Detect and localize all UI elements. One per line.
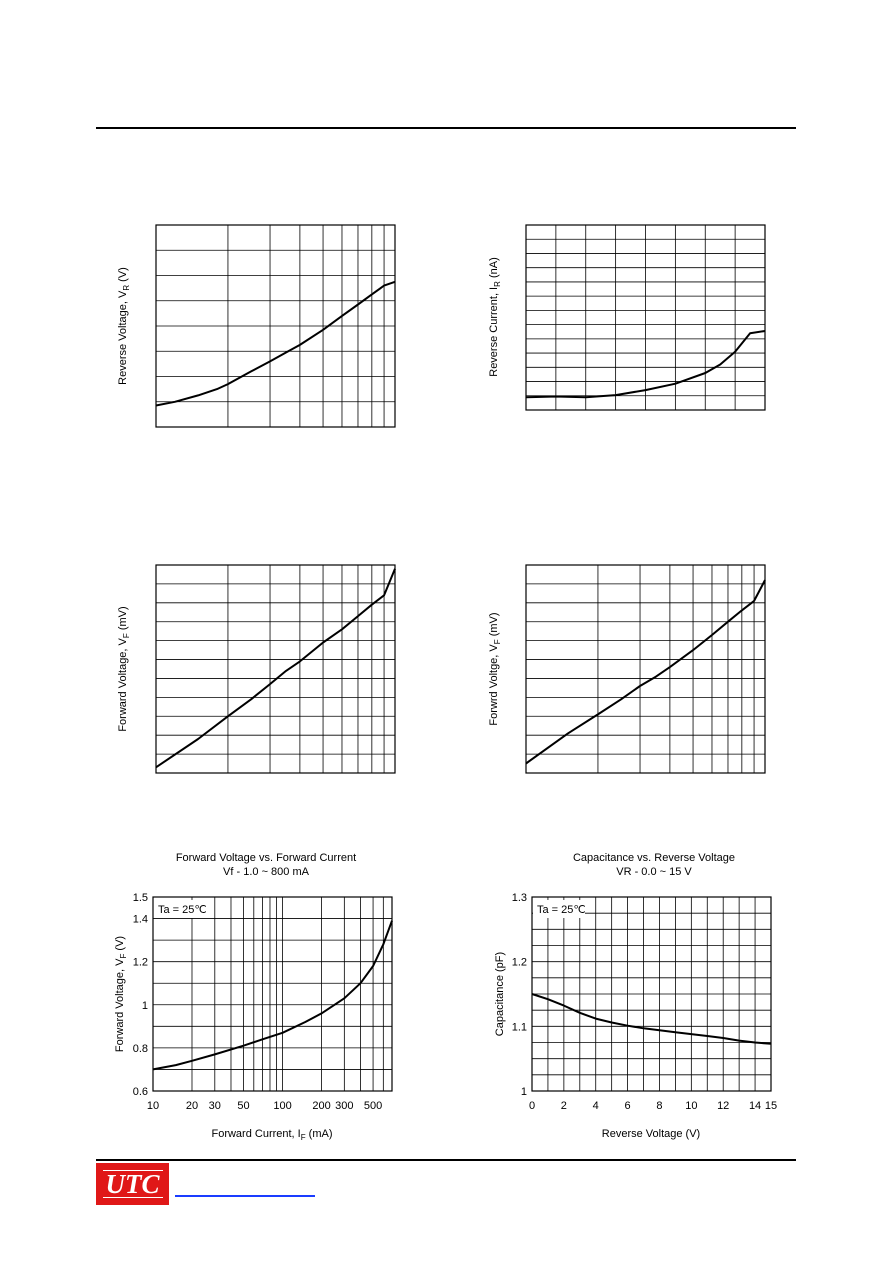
x-tick-label: 10	[147, 1100, 159, 1112]
x-tick-label: 200	[312, 1100, 330, 1112]
plot-frame	[525, 564, 766, 774]
y-tick-label: 1.5	[133, 892, 148, 904]
x-tick-label: 500	[364, 1100, 382, 1112]
x-tick-label: 8	[656, 1100, 662, 1112]
utc-logo-text: UTC	[102, 1170, 163, 1198]
annotation-ta: Ta = 25℃	[537, 904, 586, 916]
plot-frame	[155, 564, 396, 774]
x-tick-label: 50	[237, 1100, 249, 1112]
x-tick-label: 100	[273, 1100, 291, 1112]
annotation-box	[533, 900, 585, 918]
y-axis-label: Reverse Current, IR (nA)	[488, 257, 502, 377]
plot-frame	[155, 224, 396, 428]
x-axis-label: Forward Current, IF (mA)	[211, 1128, 332, 1142]
y-axis-label: Forward Voltage, VF (mV)	[117, 606, 131, 731]
series-line	[531, 993, 772, 1045]
plot-frame	[152, 896, 393, 1092]
series-line	[155, 568, 396, 769]
y-axis-label: Forwrd Voltge, VF (mV)	[488, 612, 502, 725]
annotation-box	[154, 900, 206, 918]
chart5-title-block: Forward Voltage vs. Forward Current Vf -…	[116, 851, 416, 879]
chart5-title: Forward Voltage vs. Forward Current	[175, 852, 357, 864]
header-rule	[96, 127, 796, 129]
chart5-subtitle: Vf - 1.0 ~ 800 mA	[223, 866, 309, 878]
x-axis-label: Reverse Voltage (V)	[602, 1128, 700, 1140]
footer-rule	[96, 1159, 796, 1161]
x-tick-label: 2	[561, 1100, 567, 1112]
y-tick-label: 0.6	[133, 1086, 148, 1098]
y-tick-label: 1	[142, 1000, 148, 1012]
x-tick-label: 20	[186, 1100, 198, 1112]
x-tick-label: 15	[765, 1100, 777, 1112]
y-tick-label: 1.3	[512, 892, 527, 904]
series-line	[525, 579, 766, 765]
y-tick-label: 1	[521, 1086, 527, 1098]
annotation-ta: Ta = 25℃	[158, 904, 207, 916]
y-axis-label: Capacitance (pF)	[494, 952, 506, 1036]
x-tick-label: 14	[749, 1100, 761, 1112]
utc-logo: UTC	[96, 1163, 169, 1205]
x-tick-label: 10	[685, 1100, 697, 1112]
series-line	[152, 920, 393, 1071]
y-tick-label: 0.8	[133, 1043, 148, 1055]
x-tick-label: 30	[209, 1100, 221, 1112]
series-line	[525, 330, 766, 399]
y-tick-label: 1.2	[512, 957, 527, 969]
y-axis-label: Forward Voltage, VF (V)	[114, 936, 128, 1052]
plot-frame	[525, 224, 766, 411]
y-tick-label: 1.2	[133, 957, 148, 969]
series-line	[155, 280, 396, 407]
y-tick-label: 1.4	[133, 914, 148, 926]
y-tick-label: 1.1	[512, 1021, 527, 1033]
chart6-title-block: Capacitance vs. Reverse Voltage VR - 0.0…	[504, 851, 804, 879]
x-tick-label: 0	[529, 1100, 535, 1112]
x-tick-label: 4	[593, 1100, 599, 1112]
x-tick-label: 12	[717, 1100, 729, 1112]
footer-link-underline[interactable]	[175, 1195, 315, 1197]
y-axis-label: Reverse Voltage, VR (V)	[117, 267, 131, 385]
chart6-subtitle: VR - 0.0 ~ 15 V	[616, 866, 692, 878]
x-tick-label: 300	[335, 1100, 353, 1112]
x-tick-label: 6	[625, 1100, 631, 1112]
chart6-title: Capacitance vs. Reverse Voltage	[572, 852, 736, 864]
